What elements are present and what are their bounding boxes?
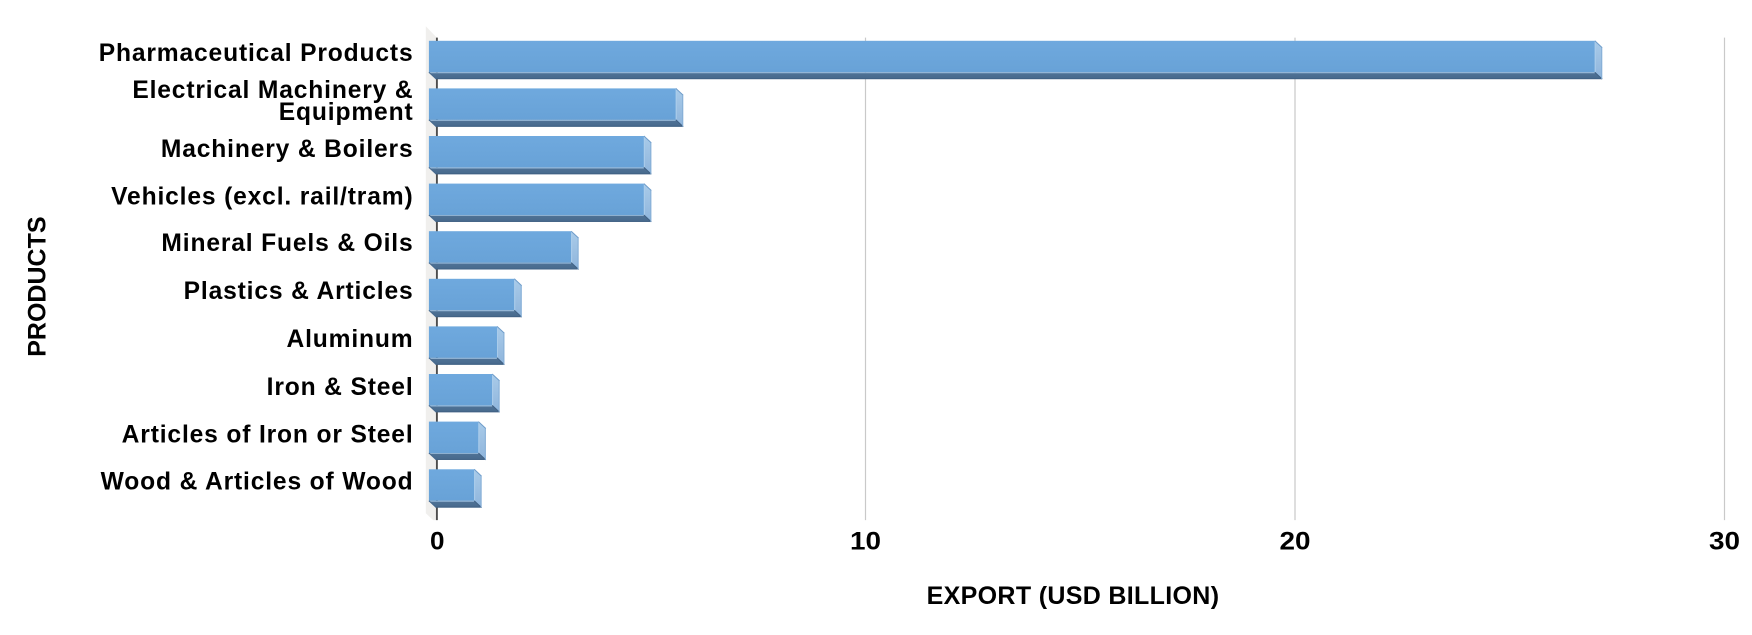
svg-text:0: 0 [430, 527, 445, 555]
svg-text:30: 30 [1709, 527, 1740, 555]
svg-text:Iron & Steel: Iron & Steel [267, 374, 414, 401]
svg-text:Mineral Fuels & Oils: Mineral Fuels & Oils [161, 230, 413, 257]
svg-text:Machinery & Boilers: Machinery & Boilers [161, 136, 414, 163]
svg-text:20: 20 [1280, 527, 1311, 555]
svg-text:Aluminum: Aluminum [286, 326, 413, 353]
svg-text:Electrical Machinery &: Electrical Machinery & [132, 77, 413, 104]
svg-text:PRODUCTS: PRODUCTS [24, 216, 52, 356]
svg-text:Plastics & Articles: Plastics & Articles [184, 278, 414, 305]
svg-text:Articles of Iron or Steel: Articles of Iron or Steel [122, 421, 414, 448]
svg-text:Vehicles (excl. rail/tram): Vehicles (excl. rail/tram) [111, 184, 413, 211]
svg-text:Wood & Articles of Wood: Wood & Articles of Wood [101, 468, 414, 495]
svg-text:10: 10 [850, 527, 881, 555]
svg-text:EXPORT (USD BILLION): EXPORT (USD BILLION) [927, 582, 1220, 610]
svg-text:Pharmaceutical Products: Pharmaceutical Products [99, 40, 414, 67]
svg-text:Equipment: Equipment [279, 99, 414, 126]
